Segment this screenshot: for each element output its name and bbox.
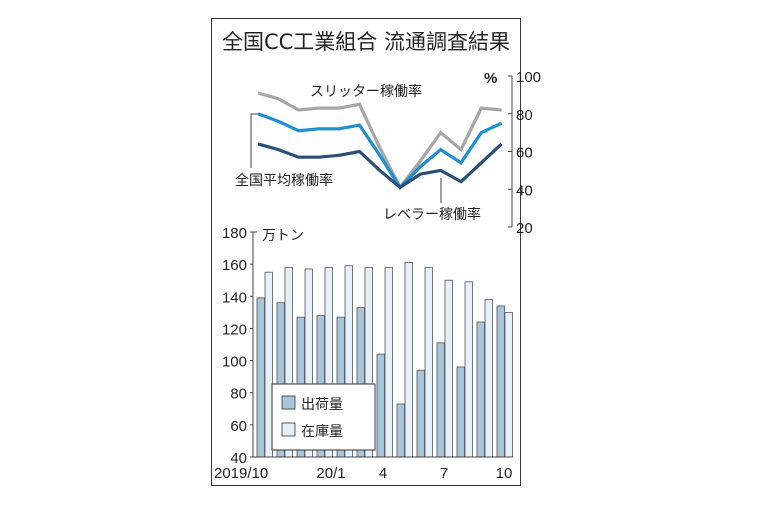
bar-y-tick-label: 180 bbox=[222, 225, 247, 242]
bar-y-tick-label: 160 bbox=[222, 257, 247, 274]
bar-y-tick-label: 140 bbox=[222, 289, 247, 306]
pct-unit-label: % bbox=[484, 70, 497, 87]
bar-shipment bbox=[476, 321, 485, 458]
bar-shipment bbox=[456, 366, 465, 458]
slitter-label: スリッター稼働率 bbox=[310, 83, 422, 100]
line-series-2 bbox=[257, 142, 503, 190]
bar-y-tick-label: 120 bbox=[222, 321, 247, 338]
bar-shipment bbox=[396, 403, 405, 458]
line-y-tick-label: 100 bbox=[516, 69, 541, 86]
line-y-tick-label: 20 bbox=[516, 220, 533, 237]
line-series-1 bbox=[257, 112, 503, 190]
chart-frame bbox=[211, 18, 521, 486]
bar-inventory bbox=[404, 262, 413, 458]
legend-swatch-shipment bbox=[281, 395, 296, 410]
bar-inventory bbox=[464, 281, 473, 458]
bar-x-tick-label: 2019/10 bbox=[214, 465, 268, 482]
bar-y-tick-label: 80 bbox=[230, 386, 247, 403]
bar-x-tick-label: 20/1 bbox=[316, 465, 345, 482]
bar-inventory bbox=[424, 266, 433, 458]
bar-inventory bbox=[264, 271, 273, 458]
legend-label-inventory: 在庫量 bbox=[301, 423, 343, 440]
legend-box bbox=[271, 383, 376, 451]
bar-inventory bbox=[484, 299, 493, 458]
bar-inventory bbox=[504, 311, 513, 458]
bar-y-tick-label: 100 bbox=[222, 354, 247, 371]
bar-shipment bbox=[436, 342, 445, 458]
bar-x-tick-label: 7 bbox=[440, 465, 448, 482]
legend-label-shipment: 出荷量 bbox=[301, 397, 343, 413]
bar-y-tick-label: 60 bbox=[230, 418, 247, 435]
bar-inventory bbox=[444, 279, 453, 458]
bar-y-tick-label: 40 bbox=[230, 450, 247, 467]
line-y-tick-label: 60 bbox=[516, 145, 533, 162]
line-y-tick-label: 40 bbox=[516, 182, 533, 199]
legend-swatch-inventory bbox=[281, 422, 296, 437]
bar-shipment bbox=[496, 305, 505, 458]
bar-x-tick-label: 4 bbox=[379, 465, 387, 482]
chart-title: 全国CC工業組合 流通調査結果 bbox=[221, 30, 510, 54]
national-leader-line bbox=[250, 113, 258, 168]
leveler-label: レベラー稼働率 bbox=[383, 206, 481, 223]
bar-x-tick-label: 10 bbox=[496, 465, 513, 482]
bar-inventory bbox=[384, 266, 393, 458]
line-series-0 bbox=[257, 91, 502, 191]
bar-shipment bbox=[416, 369, 425, 458]
bar-shipment bbox=[376, 353, 385, 458]
national-label: 全国平均稼働率 bbox=[235, 172, 333, 189]
ton-unit-label: 万トン bbox=[262, 228, 304, 244]
line-y-tick-label: 80 bbox=[516, 107, 533, 124]
bar-shipment bbox=[256, 297, 265, 458]
